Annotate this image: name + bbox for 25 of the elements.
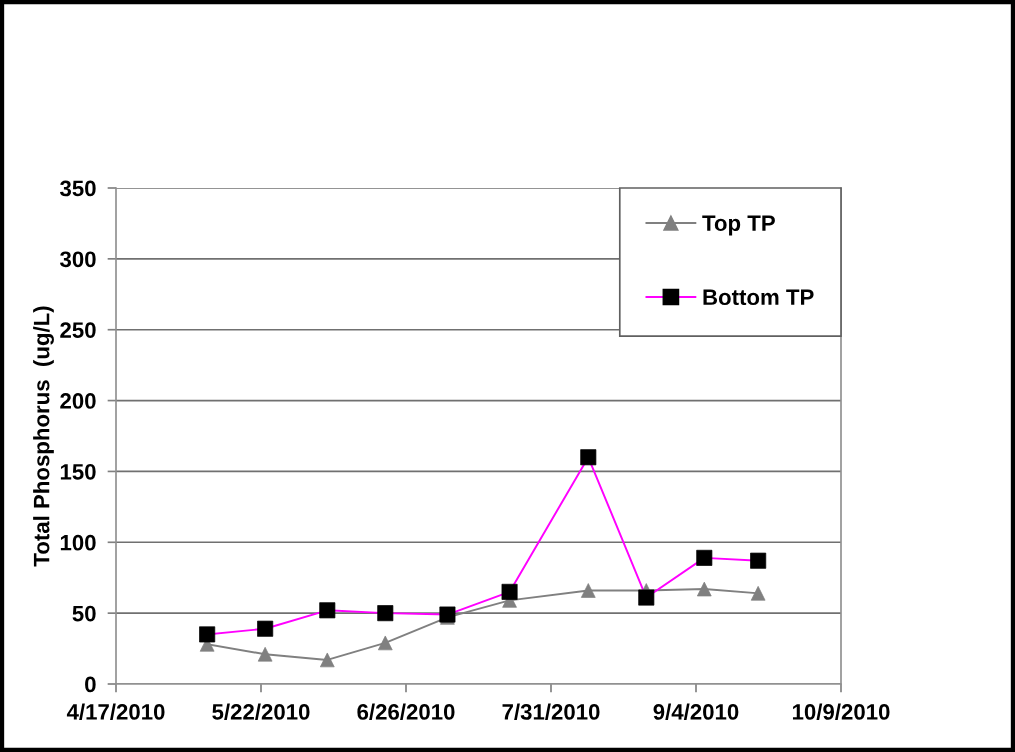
x-tick-label: 4/17/2010 [66, 703, 165, 720]
y-tick-label: 200 [60, 393, 96, 409]
point [501, 583, 518, 600]
x-tick-label: 10/9/2010 [792, 703, 890, 720]
x-tick-label: 7/31/2010 [502, 703, 600, 720]
point [696, 549, 713, 566]
x-tick-label: 5/22/2010 [212, 703, 310, 720]
point [319, 652, 335, 668]
point [257, 646, 273, 662]
y-tick-label: 300 [59, 251, 96, 268]
point [696, 581, 712, 597]
y-tick-label: 250 [60, 322, 96, 338]
y-tick-label: 0 [85, 676, 96, 693]
point [750, 586, 766, 601]
y-tick-label: 150 [60, 463, 96, 480]
point [580, 583, 596, 598]
y-tick-label: 100 [60, 534, 96, 551]
x-tick-label: 9/4/2010 [653, 703, 739, 720]
point [377, 635, 393, 651]
x-tick-label: 6/26/2010 [357, 703, 455, 720]
y-tick-label: 350 [59, 180, 96, 197]
legend-label: Bottom TP [703, 289, 814, 306]
legend-label: Top TP [702, 215, 775, 236]
y-axis-title: Total Phosphorus (ug/L) [33, 306, 54, 567]
y-tick-label: 50 [72, 605, 96, 622]
